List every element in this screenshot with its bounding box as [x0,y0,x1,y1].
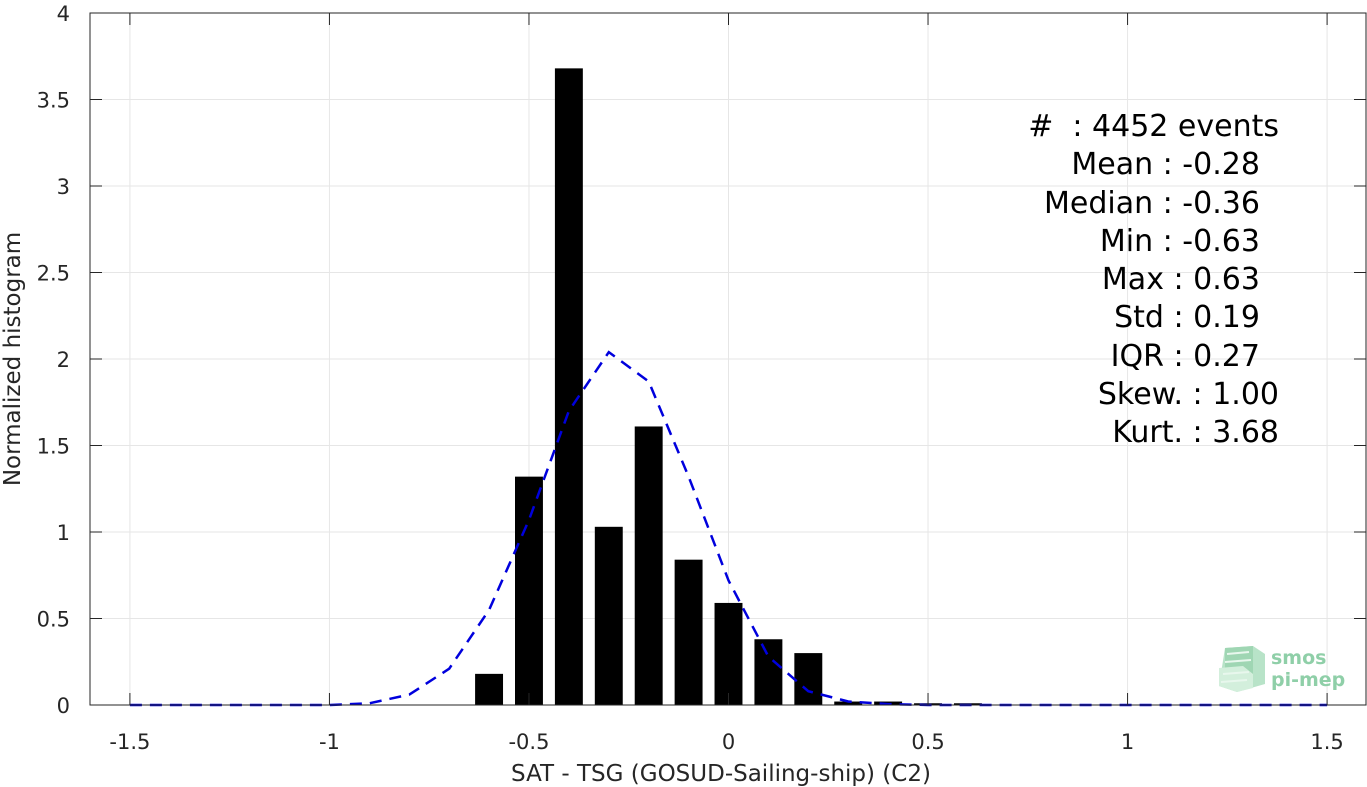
tick-labels: -1.5 -1 -0.5 0 0.5 1 1.5 0 0.5 1 1.5 2 2.5 3 3.5 4 [37,2,1344,754]
logo-text-pimep: pi-mep [1271,669,1346,691]
x-tick-label: 1.5 [1310,730,1343,754]
y-tick-label: 0.5 [37,608,70,632]
histogram-bar [475,673,504,705]
x-tick-label: -0.5 [508,730,549,754]
y-tick-label: 2 [57,348,70,372]
stat-line-mean: Mean : -0.28 [1071,147,1279,183]
histogram-bar [714,602,743,705]
stat-line-min: Min : -0.63 [1099,223,1279,259]
x-tick-label: 0 [722,730,735,754]
y-tick-label: 3.5 [37,89,70,113]
y-axis-label: Normalized histogram [0,232,26,486]
logo-text-smos: smos [1271,647,1327,669]
smos-pimep-logo: smos pi-mep [1213,644,1353,696]
y-tick-label: 1 [57,521,70,545]
y-tick-label: 1.5 [37,435,70,459]
stat-line-median: Median : -0.36 [1044,185,1279,221]
histogram-bar [594,526,623,705]
axis-ticks [90,12,1366,706]
histogram-bar [834,701,863,705]
y-tick-label: 0 [57,694,70,718]
statistics-panel: # : 4452 events Mean : -0.28 Median : -0… [1028,108,1279,453]
y-tick-label: 4 [57,2,70,26]
x-tick-label: -1.5 [109,730,150,754]
grid-lines [90,12,1367,706]
histogram-bars [475,68,982,706]
stat-line-kurt: Kurt. : 3.68 [1112,415,1279,451]
y-tick-label: 2.5 [37,262,70,286]
histogram-bar [794,653,823,705]
stat-line-max: Max : 0.63 [1101,262,1279,298]
x-tick-label: 0.5 [911,730,944,754]
histogram-bar [554,68,583,706]
histogram-bar [515,476,543,705]
histogram-bar [674,559,703,705]
x-tick-label: 1 [1121,730,1134,754]
stat-line-skew: Skew. : 1.00 [1097,377,1279,413]
histogram-bar [754,639,783,705]
stat-line-count: # : 4452 events [1028,109,1279,144]
histogram-bar [634,426,663,705]
stat-line-iqr: IQR : 0.27 [1110,338,1279,374]
x-tick-label: -1 [319,730,340,754]
logo-mark-icon [1219,646,1265,692]
stat-line-std: Std : 0.19 [1114,300,1279,336]
y-tick-label: 3 [57,175,70,199]
x-axis-label: SAT - TSG (GOSUD-Sailing-ship) (C2) [511,761,931,787]
